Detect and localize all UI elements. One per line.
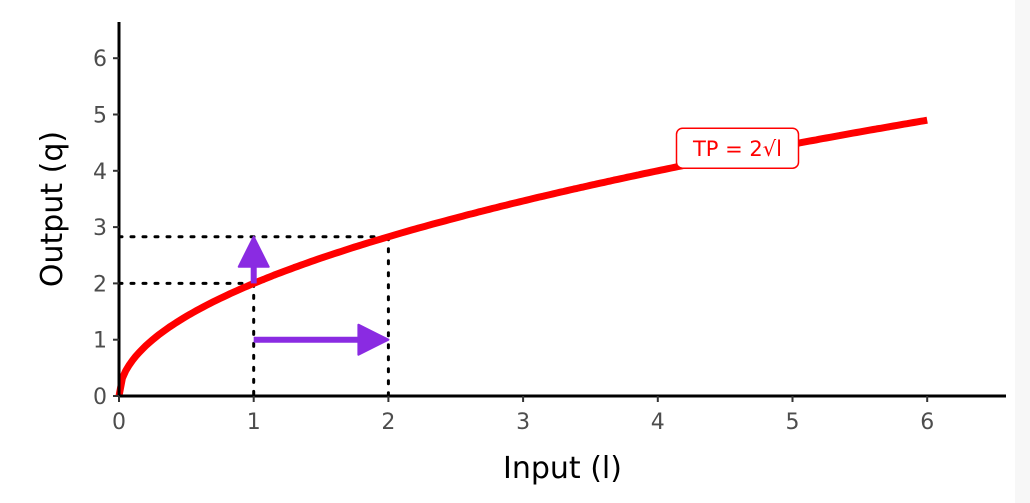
curve-label: TP = 2√l — [675, 127, 800, 169]
x-axis-ticks: 0 1 2 3 4 5 6 — [112, 396, 934, 435]
y-axis-title: Output (q) — [35, 131, 70, 287]
curve-label-box — [675, 127, 800, 169]
x-tick-label: 6 — [920, 410, 934, 435]
y-tick-label: 2 — [93, 272, 107, 297]
output-increase-arrow — [237, 235, 270, 284]
x-axis-title: Input (l) — [503, 451, 622, 486]
input-increase-arrow-head — [357, 323, 390, 356]
x-tick-label: 4 — [651, 410, 665, 435]
y-axis-ticks: 0 1 2 3 4 5 6 — [93, 47, 119, 410]
x-tick-label: 3 — [516, 410, 530, 435]
arrows-group — [237, 235, 390, 356]
y-tick-label: 3 — [93, 216, 107, 241]
y-tick-label: 4 — [93, 160, 107, 185]
output-increase-arrow-head — [237, 235, 270, 268]
y-tick-label: 6 — [93, 47, 107, 72]
x-tick-label: 2 — [381, 410, 395, 435]
axes — [117, 22, 1006, 398]
x-tick-label: 0 — [112, 410, 126, 435]
y-tick-label: 1 — [93, 329, 107, 354]
x-tick-label: 5 — [786, 410, 800, 435]
input-increase-arrow — [253, 323, 390, 356]
y-tick-label: 5 — [93, 104, 107, 129]
y-tick-label: 0 — [93, 385, 107, 410]
x-tick-label: 1 — [247, 410, 261, 435]
curve-label-text: TP = 2√l — [692, 137, 782, 161]
